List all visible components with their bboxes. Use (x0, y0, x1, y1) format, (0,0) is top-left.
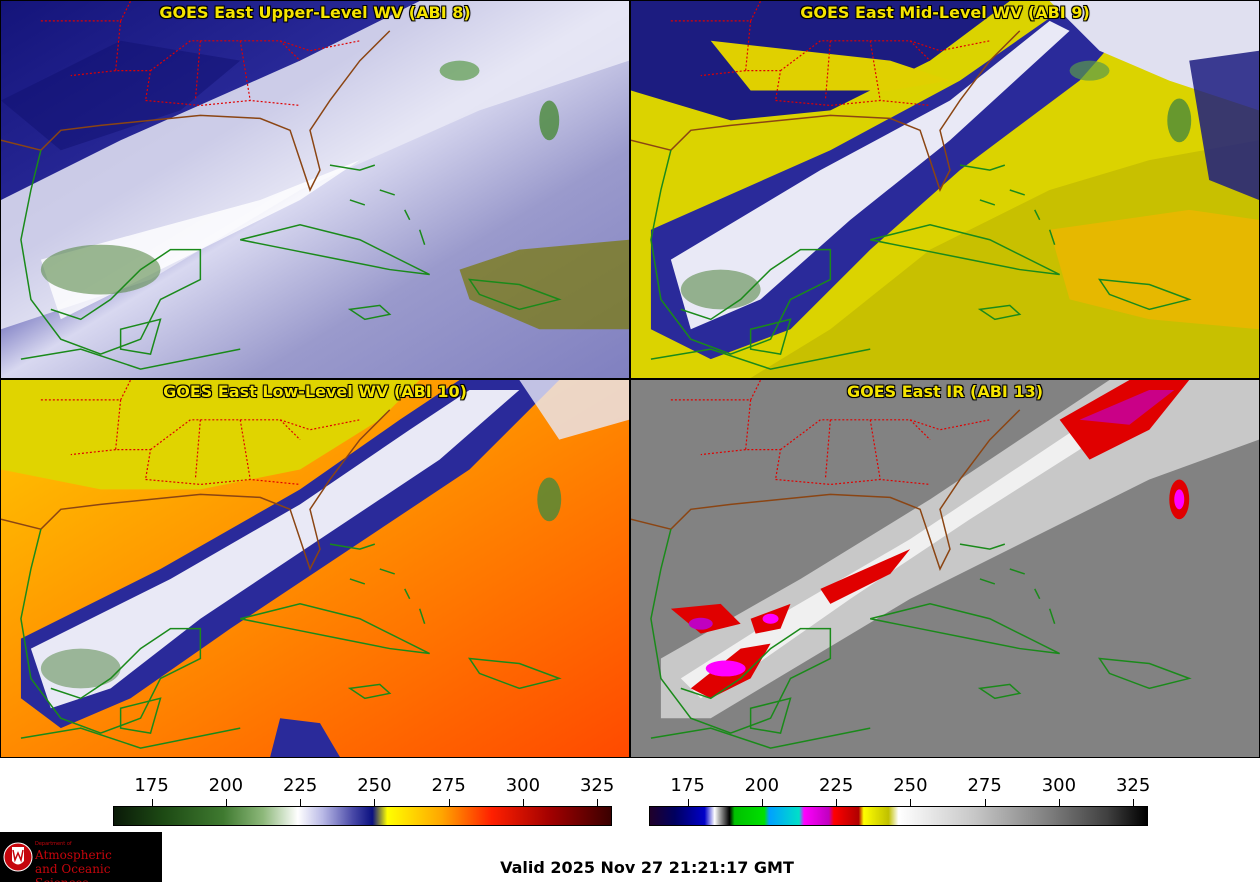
ir-tick-mark (984, 799, 986, 806)
ir-tick-mark (836, 799, 838, 806)
wv-tick-label: 175 (134, 775, 169, 796)
logo-dept-text: Department of (35, 841, 72, 847)
mid-level-wv-image (631, 1, 1259, 378)
ir-tick-label: 225 (818, 775, 854, 796)
ir-panel: GOES East IR (ABI 13) (630, 379, 1260, 758)
ir-tick-label: 200 (744, 775, 780, 796)
wv-tick-mark (225, 799, 227, 806)
wv-tick-mark (300, 799, 302, 806)
wv-tick-mark (448, 799, 450, 806)
logo-line1: Atmospheric (35, 848, 112, 862)
wv-tick-label: 200 (208, 775, 244, 796)
wv-tick-label: 325 (579, 775, 615, 796)
low-level-wv-panel: GOES East Low-Level WV (ABI 10) (0, 379, 630, 758)
upper-level-wv-panel: GOES East Upper-Level WV (ABI 8) (0, 0, 630, 379)
ir-image (631, 380, 1259, 757)
ir-tick-mark (761, 799, 763, 806)
ir-tick-label: 175 (670, 775, 705, 796)
ir-tick-mark (910, 799, 912, 806)
wv-tick-mark (522, 799, 524, 806)
wv-tick-mark (597, 799, 599, 806)
wv-tick-mark (374, 799, 376, 806)
valid-time: Valid 2025 Nov 27 21:21:17 GMT (500, 858, 794, 877)
panel-title-mid: GOES East Mid-Level WV (ABI 9) (800, 3, 1090, 22)
low-level-wv-image (1, 380, 629, 757)
ir-tick-label: 275 (967, 775, 1002, 796)
ir-tick-label: 300 (1041, 775, 1077, 796)
wv-tick-label: 225 (282, 775, 318, 796)
aos-logo: Department of Atmospheric and Oceanic Sc… (0, 832, 162, 882)
wv-tick-label: 250 (357, 775, 392, 796)
wv-tick-mark (151, 799, 153, 806)
wv-tick-label: 275 (431, 775, 466, 796)
uw-crest-icon (3, 842, 33, 872)
panel-title-ir: GOES East IR (ABI 13) (846, 382, 1044, 401)
panel-title-upper: GOES East Upper-Level WV (ABI 8) (159, 3, 471, 22)
ir-tick-label: 250 (893, 775, 928, 796)
ir-tick-mark (687, 799, 689, 806)
wv-colorbar (113, 806, 612, 826)
ir-tick-mark (1058, 799, 1060, 806)
panel-title-low: GOES East Low-Level WV (ABI 10) (163, 382, 467, 401)
ir-tick-label: 325 (1115, 775, 1151, 796)
ir-colorbar (649, 806, 1148, 826)
mid-level-wv-panel: GOES East Mid-Level WV (ABI 9) (630, 0, 1260, 379)
logo-line2: and Oceanic Sciences (35, 862, 111, 882)
wv-tick-label: 300 (505, 775, 541, 796)
ir-tick-mark (1133, 799, 1135, 806)
upper-level-wv-image (1, 1, 629, 378)
